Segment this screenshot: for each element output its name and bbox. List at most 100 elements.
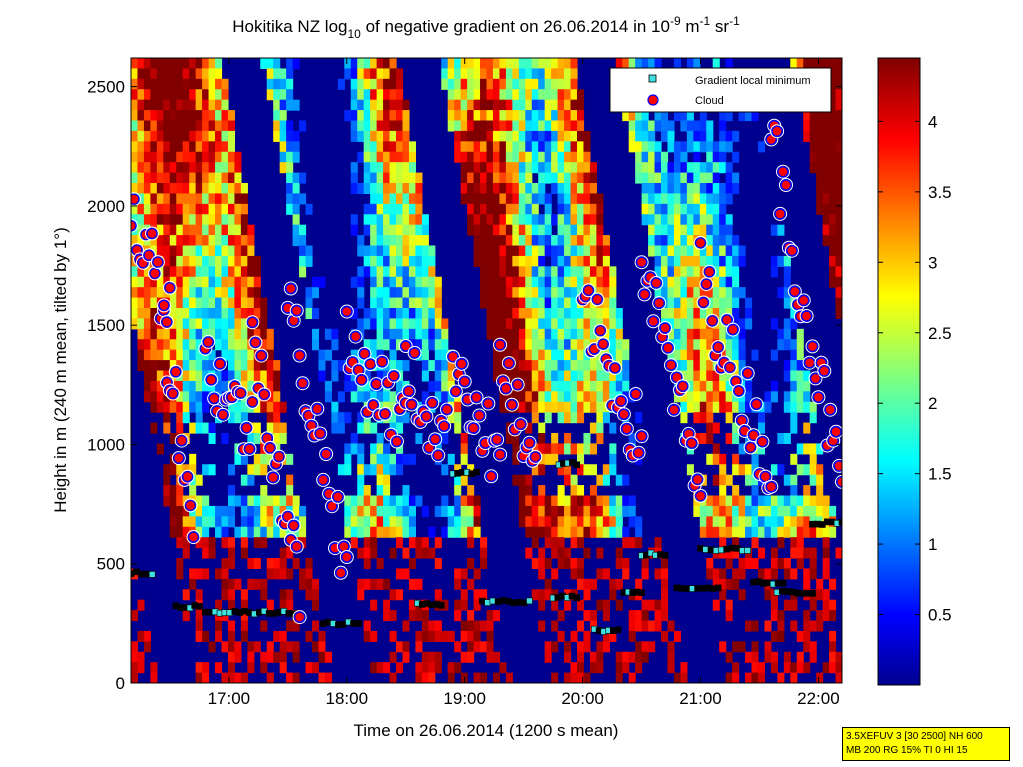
- heatmap-cell: [816, 464, 824, 476]
- heatmap-cell: [421, 235, 429, 247]
- heatmap-cell: [143, 349, 151, 361]
- heatmap-cell: [783, 318, 791, 330]
- heatmap-cell: [680, 224, 688, 236]
- heatmap-cell: [441, 433, 449, 445]
- cloud-point: [500, 382, 512, 395]
- cloud-point: [771, 125, 783, 137]
- cloud-point-halo: [289, 303, 304, 318]
- heatmap-cell: [163, 214, 171, 226]
- heatmap-cell: [428, 547, 436, 559]
- cloud-point: [638, 288, 651, 301]
- heatmap-cell: [370, 68, 378, 80]
- heatmap-cell: [661, 214, 669, 226]
- heatmap-cell: [357, 485, 365, 497]
- heatmap-cell: [415, 297, 423, 309]
- heatmap-cell: [725, 276, 733, 288]
- heatmap-cell: [564, 391, 572, 403]
- heatmap-cell: [396, 526, 404, 538]
- cloud-point: [285, 282, 297, 295]
- heatmap-cell: [137, 276, 145, 288]
- heatmap-cell: [473, 183, 481, 195]
- heatmap-cell: [208, 151, 216, 163]
- heatmap-cell: [202, 328, 210, 340]
- heatmap-cell: [215, 630, 223, 642]
- heatmap-cell: [570, 568, 578, 580]
- heatmap-cell: [247, 578, 255, 590]
- heatmap-cell: [783, 516, 791, 528]
- heatmap-cell: [538, 214, 546, 226]
- heatmap-cell: [221, 370, 229, 382]
- heatmap-cell: [829, 89, 837, 101]
- heatmap-cell: [602, 526, 610, 538]
- heatmap-cell: [525, 318, 533, 330]
- cloud-point-halo: [808, 371, 823, 386]
- heatmap-cell: [176, 308, 184, 320]
- heatmap-cell: [686, 276, 694, 288]
- heatmap-cell: [169, 235, 177, 247]
- heatmap-cell: [156, 130, 164, 142]
- heatmap-cell: [822, 130, 830, 142]
- heatmap-cell: [829, 120, 837, 132]
- heatmap-cell: [576, 328, 585, 340]
- heatmap-cell: [215, 78, 223, 90]
- heatmap-cell: [525, 110, 533, 122]
- cloud-point-halo: [731, 384, 746, 398]
- heatmap-cell: [182, 203, 190, 215]
- heatmap-cell: [531, 110, 539, 122]
- heatmap-cell: [557, 464, 565, 476]
- heatmap-cell: [732, 578, 740, 590]
- heatmap-cell: [370, 547, 378, 559]
- gradient-minimum-point: [573, 461, 581, 469]
- cloud-point-halo: [386, 368, 401, 383]
- heatmap-cell: [260, 360, 268, 372]
- cloud-point: [326, 500, 338, 512]
- heatmap-cell: [719, 505, 727, 517]
- gradient-minimum-point: [638, 589, 645, 597]
- heatmap-cell: [182, 537, 190, 549]
- heatmap-cell: [363, 183, 371, 195]
- heatmap-cell: [208, 58, 216, 70]
- cloud-point: [742, 367, 754, 379]
- heatmap-cell: [370, 537, 378, 549]
- heatmap-cell: [816, 183, 824, 195]
- heatmap-cell: [654, 537, 662, 549]
- cloud-point-halo: [634, 429, 649, 444]
- heatmap-cell: [402, 516, 410, 528]
- heatmap-cell: [609, 349, 617, 361]
- heatmap-cell: [661, 589, 669, 601]
- heatmap-cell: [299, 172, 307, 184]
- heatmap-cell: [525, 130, 533, 142]
- heatmap-cell: [357, 453, 365, 465]
- cloud-point-halo: [204, 372, 219, 387]
- heatmap-cell: [570, 412, 578, 424]
- heatmap-cell: [189, 485, 197, 497]
- heatmap-cell: [176, 537, 184, 549]
- heatmap-cell: [396, 120, 404, 132]
- cloud-point-halo: [428, 432, 443, 447]
- cloud-point: [447, 351, 459, 363]
- heatmap-cell: [344, 453, 352, 465]
- heatmap-cell: [564, 110, 572, 122]
- heatmap-cell: [460, 443, 468, 455]
- heatmap-cell: [247, 328, 255, 340]
- heatmap-cell: [615, 651, 623, 663]
- heatmap-cell: [557, 141, 565, 153]
- heatmap-cell: [699, 308, 707, 320]
- heatmap-cell: [706, 214, 714, 226]
- heatmap-cell: [163, 328, 171, 340]
- heatmap-cell: [421, 266, 429, 278]
- cloud-point: [798, 294, 810, 307]
- heatmap-cell: [286, 589, 294, 601]
- heatmap-cell: [150, 308, 158, 320]
- heatmap-cell: [195, 662, 203, 674]
- heatmap-cell: [176, 516, 184, 528]
- heatmap-cell: [525, 505, 533, 517]
- heatmap-cell: [505, 78, 513, 90]
- heatmap-cell: [182, 339, 190, 351]
- heatmap-cell: [454, 58, 462, 70]
- heatmap-cell: [370, 130, 378, 142]
- cloud-point: [388, 370, 400, 382]
- heatmap-cell: [137, 130, 145, 142]
- cloud-point: [694, 237, 707, 249]
- heatmap-cell: [538, 380, 546, 392]
